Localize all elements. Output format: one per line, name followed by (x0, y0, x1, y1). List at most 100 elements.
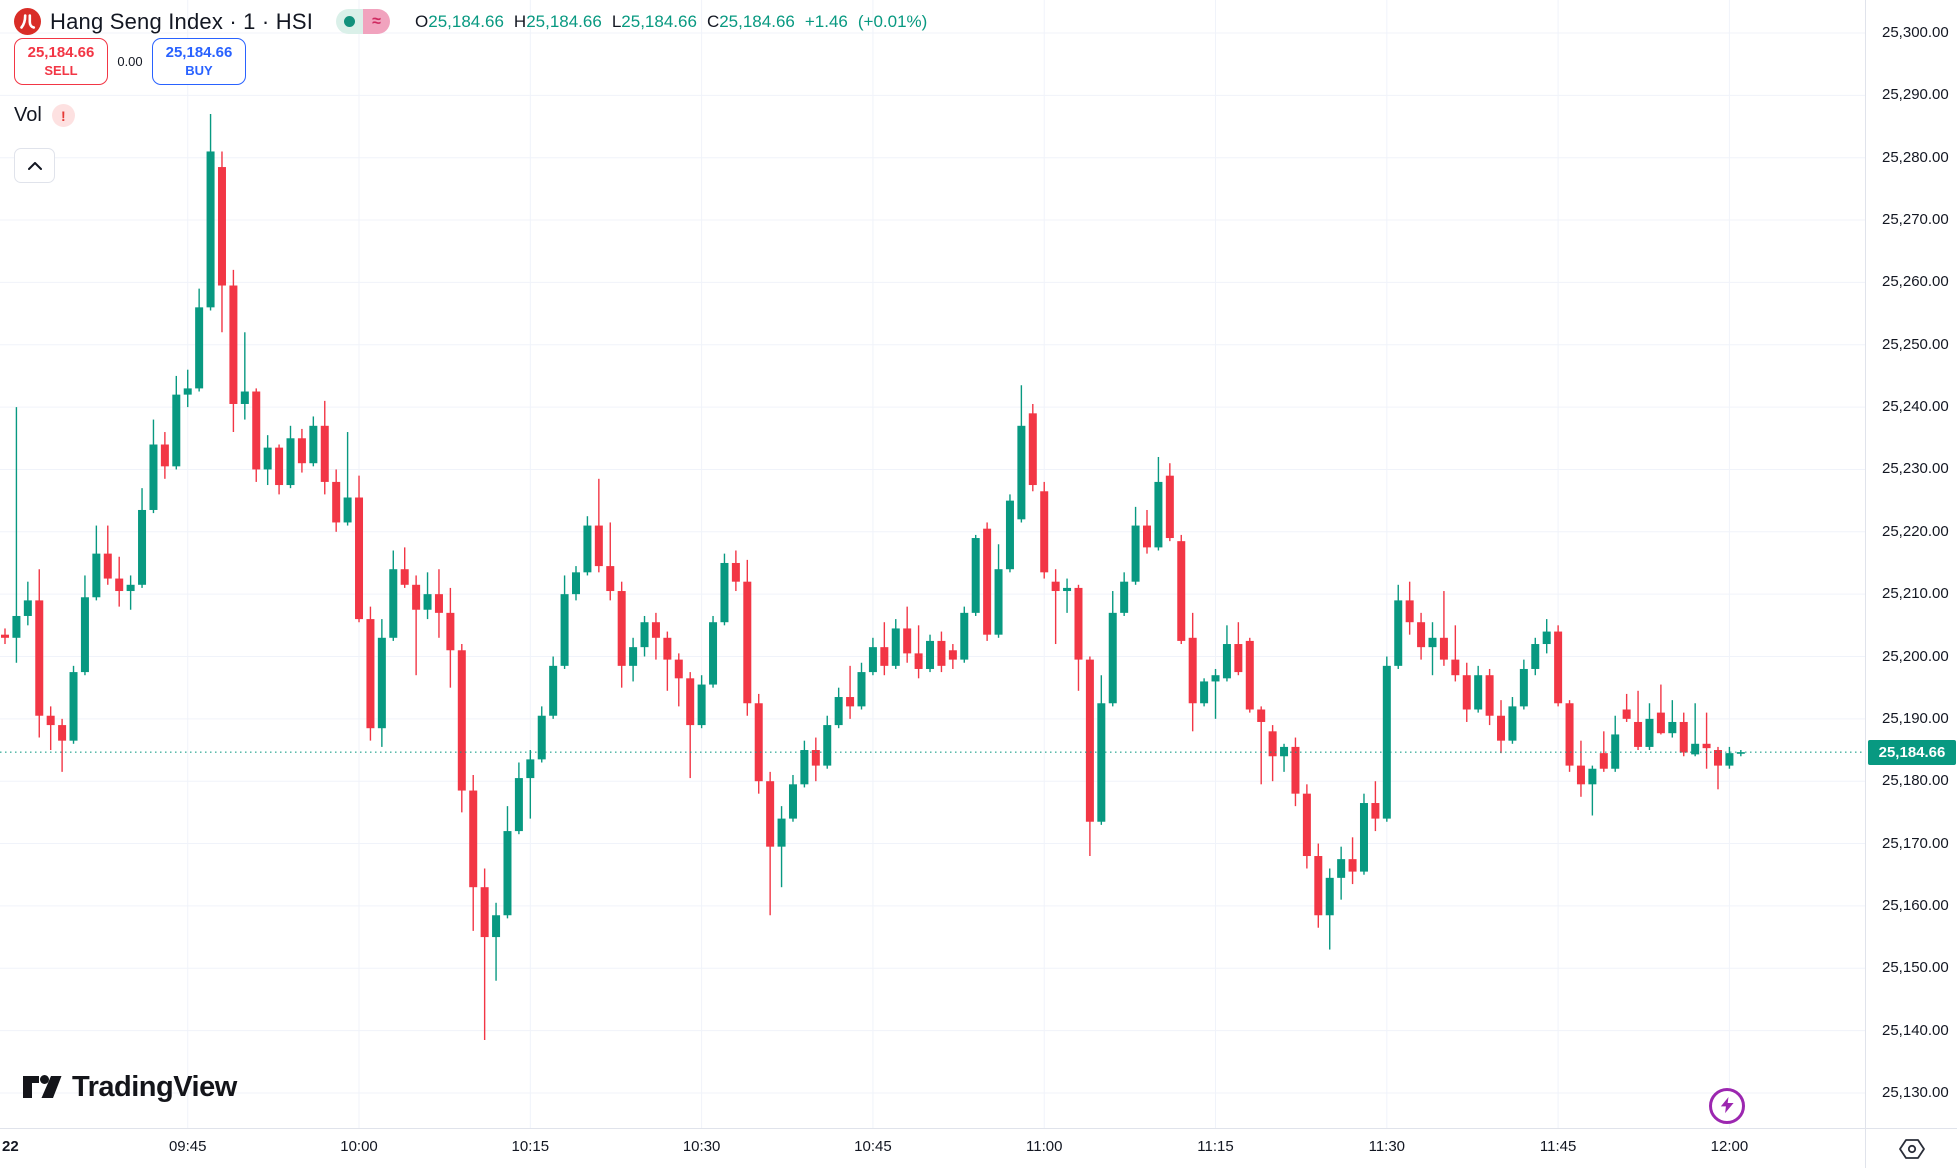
candle (651, 612, 660, 660)
candle (743, 559, 752, 716)
market-open-dot-icon (336, 9, 364, 34)
last-price-badge: 25,184.66 (1868, 739, 1956, 765)
candle (1348, 837, 1357, 885)
time-axis-label: 09:45 (168, 1138, 207, 1155)
candle (126, 575, 135, 610)
candle (206, 114, 215, 311)
open-value: 25,184.66 (428, 11, 504, 31)
candle (1714, 746, 1722, 790)
candle (23, 581, 32, 626)
price-axis[interactable]: 25,300.00 25,290.00 25,280.00 25,270.00 25,2… (1865, 0, 1957, 1128)
candle (549, 656, 558, 719)
candle (1736, 750, 1745, 757)
volume-label[interactable]: Vol (14, 104, 42, 126)
time-axis-label: 10:30 (682, 1138, 721, 1155)
symbol-header: Hang Seng Index · 1 · HSI ≈ O25,184.66 H… (14, 8, 927, 35)
candle (1588, 765, 1597, 816)
change-percent: (+0.01%) (857, 11, 928, 31)
candle (1028, 403, 1037, 492)
candle (1337, 846, 1346, 900)
candlestick-chart[interactable] (0, 0, 1865, 1128)
candle (35, 569, 44, 738)
candle (594, 478, 603, 573)
chart-plot-area[interactable]: Hang Seng Index · 1 · HSI ≈ O25,184.66 H… (0, 0, 1865, 1128)
price-axis-label: 25,240.00 (1882, 398, 1949, 416)
candle (1131, 506, 1140, 585)
candle (263, 435, 272, 486)
candle (1085, 656, 1094, 857)
candle (103, 525, 112, 585)
candle (389, 550, 398, 641)
candle (971, 534, 980, 616)
candle (423, 572, 432, 620)
candle (1359, 793, 1368, 875)
time-axis-label: 10:15 (511, 1138, 550, 1155)
candle (926, 634, 935, 673)
candle (1497, 700, 1506, 754)
time-axis-label: 10:45 (854, 1138, 892, 1155)
candle (537, 706, 546, 763)
candle (1439, 591, 1448, 666)
candle (903, 606, 912, 663)
lightning-button[interactable] (1709, 1088, 1745, 1124)
candle (12, 407, 21, 663)
candle (1634, 690, 1643, 751)
time-axis[interactable]: 22 09:45 10:00 10:15 10:30 10:45 11:00 11:15 11:… (0, 1128, 1865, 1168)
candle (994, 544, 1003, 638)
candle (1702, 712, 1711, 769)
candle (583, 516, 592, 576)
candle (1188, 612, 1197, 732)
price-axis-label: 25,200.00 (1882, 647, 1949, 665)
eye-hexagon-icon[interactable] (1898, 1138, 1925, 1160)
candle (948, 644, 957, 669)
buy-label: BUY (185, 62, 213, 78)
candle (377, 619, 386, 747)
candle (149, 419, 158, 514)
candle (366, 606, 375, 741)
candle (1234, 622, 1243, 676)
candle (1325, 868, 1334, 950)
tradingview-mark-icon (23, 1075, 62, 1098)
sell-button[interactable]: 25,184.66 SELL (14, 38, 108, 85)
market-status-pill[interactable]: ≈ (336, 9, 391, 34)
candle (1519, 659, 1528, 710)
candle (457, 644, 466, 813)
candle (1040, 481, 1049, 579)
candle (663, 631, 672, 691)
candle (252, 388, 261, 482)
symbol-title[interactable]: Hang Seng Index · 1 · HSI (50, 8, 314, 34)
approx-data-icon: ≈ (363, 9, 391, 34)
time-axis-label: 11:30 (1368, 1138, 1406, 1155)
candle (217, 151, 226, 333)
volume-warning-icon[interactable]: ! (51, 104, 75, 127)
candle (1074, 584, 1083, 691)
candle (674, 653, 683, 707)
candle (229, 269, 238, 433)
candle (400, 547, 409, 588)
candle (1599, 731, 1608, 772)
candle (1314, 843, 1323, 928)
candle (275, 444, 284, 495)
candle (891, 619, 900, 669)
price-axis-label: 25,280.00 (1882, 148, 1949, 166)
close-value: 25,184.66 (719, 11, 795, 31)
tradingview-logo[interactable]: TradingView (22, 1070, 237, 1104)
candle (1565, 700, 1574, 772)
symbol-logo-icon[interactable] (14, 8, 41, 35)
sell-price: 25,184.66 (27, 44, 95, 61)
candle (92, 525, 101, 601)
time-axis-label: 11:00 (1026, 1138, 1063, 1155)
collapse-pane-button[interactable] (14, 148, 55, 183)
candle (1611, 715, 1620, 772)
candle (823, 715, 832, 769)
candle (297, 428, 306, 473)
candle (1120, 572, 1129, 616)
buy-button[interactable]: 25,184.66 BUY (152, 38, 246, 85)
price-axis-label: 25,130.00 (1882, 1083, 1949, 1101)
candle (834, 687, 843, 729)
candle (1679, 712, 1688, 757)
candle (1063, 578, 1072, 613)
ohlc-readout: O25,184.66 H25,184.66 L25,184.66 C25,184… (415, 11, 928, 31)
candle (1268, 725, 1277, 782)
candle (1462, 662, 1471, 722)
